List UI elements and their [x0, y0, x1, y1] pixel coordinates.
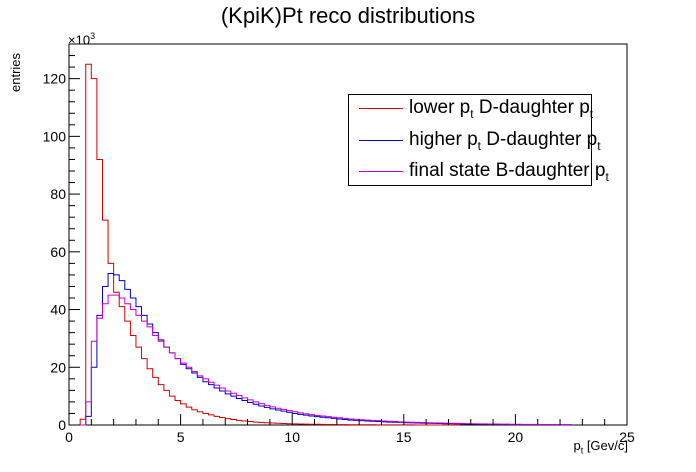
legend: lower pt D-daughter pt higher pt D-daugh… — [348, 94, 609, 186]
multiplier-exponent: 3 — [90, 31, 96, 41]
y-tick-label-1: 20 — [50, 359, 66, 375]
y-tick-label-3: 60 — [50, 244, 66, 260]
legend-entry-lower: lower pt D-daughter pt — [349, 95, 593, 121]
legend-line-higher — [359, 140, 403, 141]
legend-entry-final: final state B-daughter pt — [349, 158, 609, 184]
x-tick-label-4: 20 — [508, 429, 524, 445]
x-axis-label-sub: t — [580, 445, 584, 456]
histogram-series-0 — [69, 63, 461, 426]
x-axis-label: pt [Gev/c] — [573, 438, 628, 456]
legend-label-final: final state B-daughter pt — [409, 160, 609, 184]
y-tick-label-6: 120 — [43, 71, 67, 87]
x-tick-label-5: 25 — [619, 429, 635, 445]
histogram-series-2 — [69, 294, 572, 426]
x-axis-label-units: [Gev/c] — [583, 438, 628, 453]
histogram-series-1 — [69, 272, 572, 426]
legend-line-lower — [359, 108, 403, 109]
y-tick-label-0: 0 — [58, 417, 66, 433]
x-tick-label-3: 15 — [396, 429, 412, 445]
x-tick-label-1: 5 — [177, 429, 185, 445]
chart-title: (KpiK)Pt reco distributions — [220, 3, 476, 28]
y-tick-label-4: 80 — [50, 186, 66, 202]
y-tick-label-2: 40 — [50, 302, 66, 318]
x-tick-label-0: 0 — [65, 429, 73, 445]
x-tick-label-2: 10 — [284, 429, 300, 445]
legend-label-lower: lower pt D-daughter pt — [409, 97, 594, 121]
legend-entry-higher: higher pt D-daughter pt — [349, 127, 601, 153]
legend-label-higher: higher pt D-daughter pt — [409, 129, 601, 153]
legend-line-final — [359, 171, 403, 172]
x-axis-label-main: p — [573, 438, 581, 453]
y-tick-label-5: 100 — [43, 128, 67, 144]
